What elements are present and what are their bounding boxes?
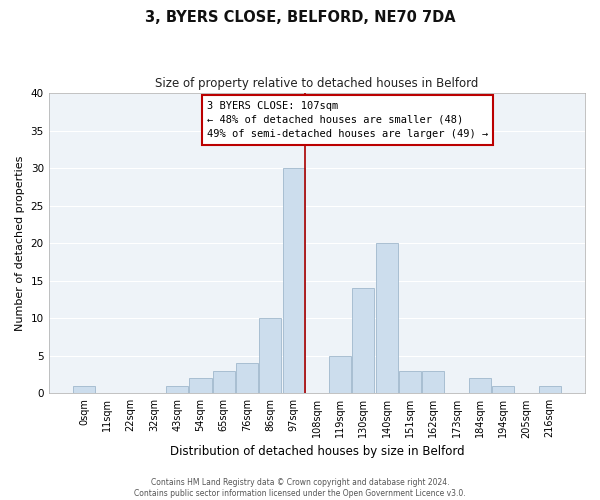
Y-axis label: Number of detached properties: Number of detached properties xyxy=(15,156,25,331)
Bar xyxy=(399,371,421,394)
Bar xyxy=(166,386,188,394)
Bar xyxy=(283,168,305,394)
Bar xyxy=(352,288,374,394)
Bar xyxy=(73,386,95,394)
Bar xyxy=(236,364,258,394)
Text: Contains HM Land Registry data © Crown copyright and database right 2024.
Contai: Contains HM Land Registry data © Crown c… xyxy=(134,478,466,498)
Bar xyxy=(376,243,398,394)
Bar xyxy=(190,378,212,394)
Title: Size of property relative to detached houses in Belford: Size of property relative to detached ho… xyxy=(155,78,479,90)
Text: 3 BYERS CLOSE: 107sqm
← 48% of detached houses are smaller (48)
49% of semi-deta: 3 BYERS CLOSE: 107sqm ← 48% of detached … xyxy=(207,100,488,140)
Bar xyxy=(539,386,560,394)
Bar xyxy=(492,386,514,394)
Bar xyxy=(469,378,491,394)
Bar xyxy=(212,371,235,394)
Bar xyxy=(329,356,351,394)
X-axis label: Distribution of detached houses by size in Belford: Distribution of detached houses by size … xyxy=(170,444,464,458)
Text: 3, BYERS CLOSE, BELFORD, NE70 7DA: 3, BYERS CLOSE, BELFORD, NE70 7DA xyxy=(145,10,455,25)
Bar xyxy=(422,371,444,394)
Bar xyxy=(259,318,281,394)
